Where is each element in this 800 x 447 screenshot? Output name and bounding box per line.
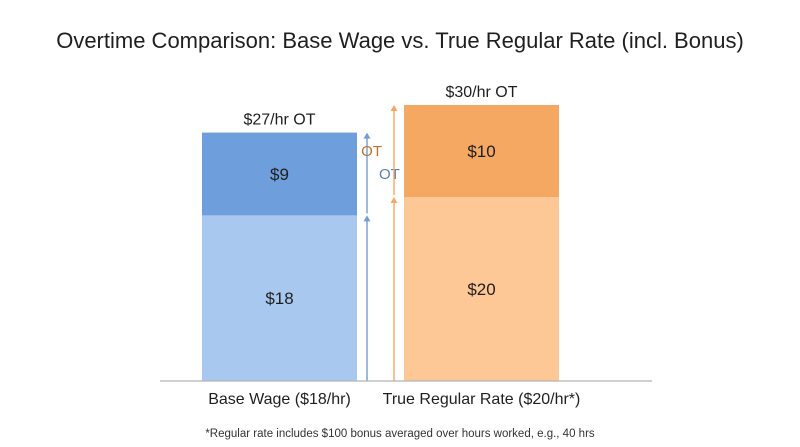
x-tick-label-1: True Regular Rate ($20/hr*) [383,391,581,408]
bar-0-segment-1 [202,132,357,216]
bar-1-segment-1 [404,105,559,197]
bar-0-base-arrow [363,215,371,381]
bar-0-ot-arrow [363,132,371,214]
bar-0-ot-arrow-head [363,132,371,139]
chart-footnote: *Regular rate includes $100 bonus averag… [205,428,595,440]
bar-1-segment-1-label: $10 [467,142,495,161]
bar-1-total-label: $30/hr OT [445,84,517,101]
bar-1-ot-arrow [390,105,398,195]
bar-1-ot-arrow-head [390,105,398,111]
bar-0-segment-1-label: $9 [270,165,289,184]
bar-0-base-arrow-head [363,215,371,222]
bar-0-segment-0 [202,215,357,381]
bar-1-ot-label: OT [361,143,382,160]
bars-layer: $18 $9 $27/hr OT Base Wage ($18/hr) OT $20 $10… [202,84,580,408]
x-tick-label-0: Base Wage ($18/hr) [208,391,351,408]
bar-1-segment-0-label: $20 [467,280,495,299]
bar-0-segment-0-label: $18 [265,289,293,308]
bar-0-total-label: $27/hr OT [243,112,315,129]
chart-title: Overtime Comparison: Base Wage vs. True … [56,28,744,53]
bar-0-ot-label: OT [379,166,400,183]
bar-1-base-arrow [390,197,398,381]
bar-1-segment-0 [404,197,559,381]
bar-1-base-arrow-head [390,197,398,203]
